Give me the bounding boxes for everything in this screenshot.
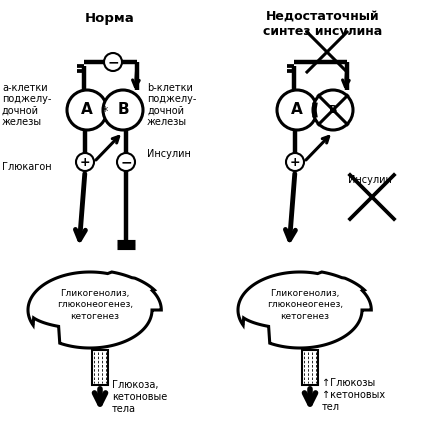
Text: Норма: Норма (85, 12, 135, 25)
Text: ↑Глюкозы
↑кетоновых
тел: ↑Глюкозы ↑кетоновых тел (322, 378, 385, 413)
Text: Недостаточный
синтез инсулина: Недостаточный синтез инсулина (264, 10, 383, 38)
Circle shape (313, 90, 353, 130)
Circle shape (76, 153, 94, 171)
Text: Гликогенолиз,
глюконеогенез,
кетогенез: Гликогенолиз, глюконеогенез, кетогенез (57, 289, 133, 321)
Text: B: B (117, 102, 129, 118)
Bar (302, 350, 318, 385)
Text: Глюкагон: Глюкагон (2, 162, 52, 172)
Polygon shape (87, 104, 123, 116)
Text: Гликогенолиз,
глюконеогенез,
кетогенез: Гликогенолиз, глюконеогенез, кетогенез (267, 289, 343, 321)
Text: Инсулин: Инсулин (147, 149, 191, 159)
Bar (92, 350, 108, 385)
Text: +: + (80, 156, 91, 169)
Circle shape (104, 53, 122, 71)
Circle shape (286, 153, 304, 171)
Polygon shape (238, 272, 371, 348)
Text: −: − (120, 156, 132, 169)
Circle shape (117, 153, 135, 171)
Text: −: − (107, 55, 119, 70)
Text: B: B (329, 105, 337, 115)
Text: *: * (102, 105, 108, 118)
Circle shape (277, 90, 317, 130)
Text: A: A (291, 102, 303, 118)
Circle shape (67, 90, 107, 130)
Polygon shape (28, 272, 161, 348)
Text: A: A (81, 102, 93, 118)
Polygon shape (297, 104, 333, 116)
Circle shape (103, 90, 143, 130)
Text: Глюкоза,
кетоновые
тела: Глюкоза, кетоновые тела (112, 380, 167, 414)
Text: Инсулин: Инсулин (348, 175, 392, 185)
Text: b-клетки
поджелу-
дочной
железы: b-клетки поджелу- дочной железы (147, 83, 196, 127)
Text: +: + (290, 156, 300, 169)
Text: а-клетки
поджелу-
дочной
железы: а-клетки поджелу- дочной железы (2, 83, 51, 127)
